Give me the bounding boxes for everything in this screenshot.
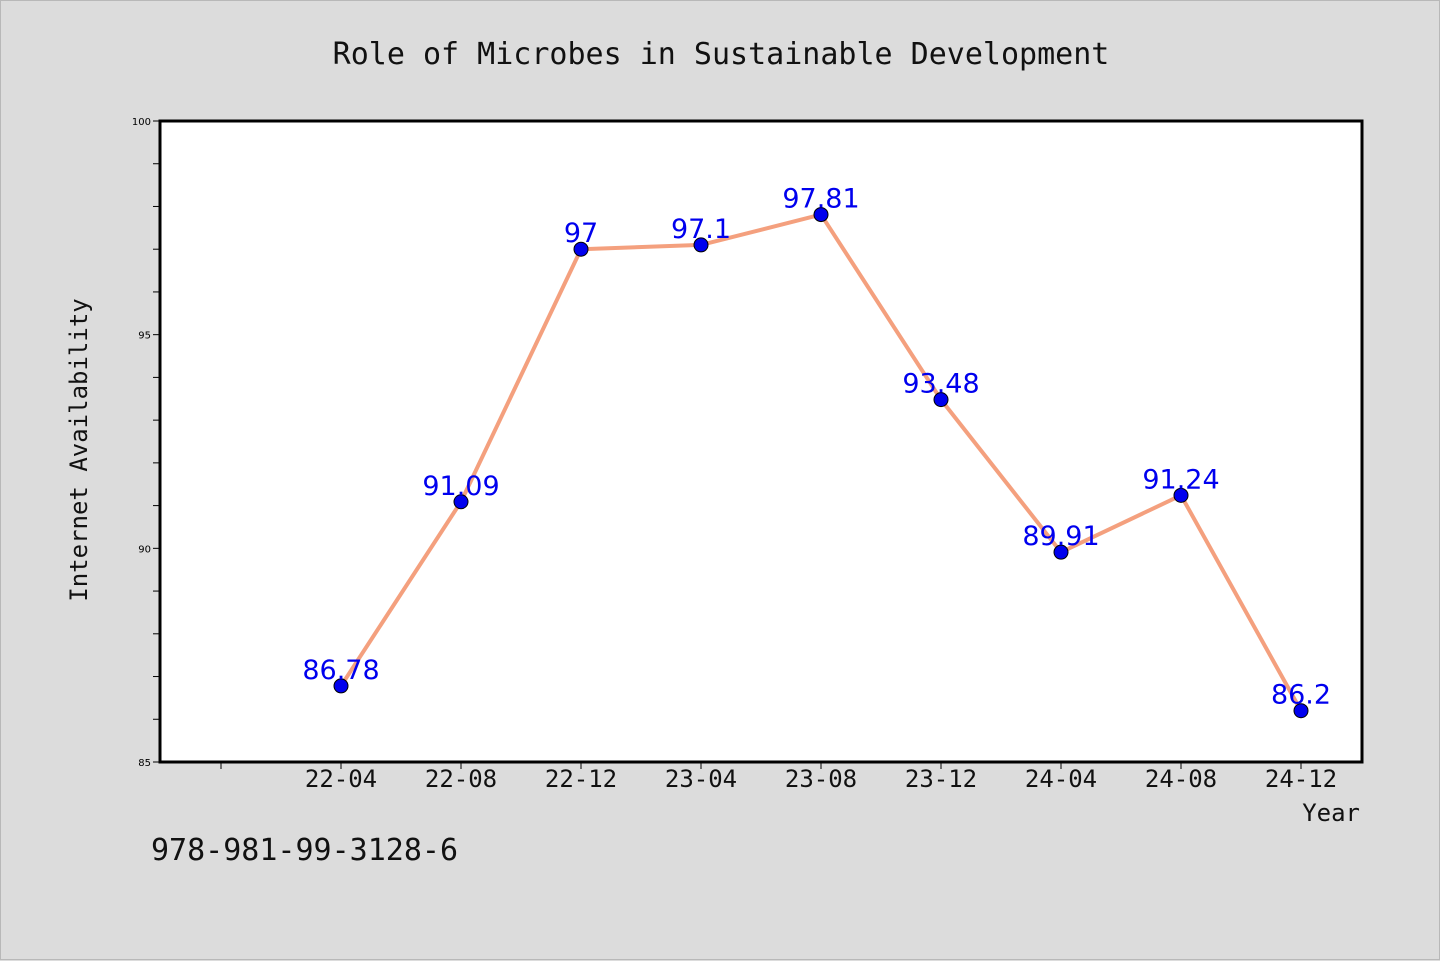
x-axis-label: Year	[1302, 799, 1360, 827]
data-point	[1053, 544, 1069, 560]
data-point	[813, 207, 829, 223]
x-tick-label: 23-08	[785, 765, 857, 793]
data-label: 91.24	[1142, 464, 1219, 495]
data-label: 89.91	[1022, 521, 1099, 552]
data-point	[1173, 487, 1189, 503]
x-tick-label: 23-04	[665, 765, 737, 793]
x-tick-label: 24-08	[1145, 765, 1217, 793]
y-axis-label: Internet Availability	[65, 298, 93, 601]
y-tick-label: 85	[138, 758, 151, 769]
x-tick-label: 22-12	[545, 765, 617, 793]
y-tick-label: 95	[138, 331, 151, 342]
data-label: 93.48	[902, 369, 979, 400]
x-tick-label: 24-12	[1265, 765, 1337, 793]
data-point	[933, 392, 949, 408]
data-point	[333, 678, 349, 694]
x-axis: 22-04 22-08 22-12 23-04 23-08 23-12 24-04 24-08…	[220, 762, 1337, 793]
x-tick-label: 24-04	[1025, 765, 1097, 793]
data-point	[1293, 703, 1309, 719]
y-tick-label: 90	[138, 544, 151, 555]
data-point	[573, 241, 589, 257]
y-tick-label: 100	[132, 117, 151, 128]
data-point	[693, 237, 709, 253]
data-label: 97.1	[671, 214, 731, 245]
x-tick-label: 23-12	[905, 765, 977, 793]
isbn-caption: 978-981-99-3128-6	[151, 833, 459, 868]
data-label: 97	[564, 218, 598, 249]
chart-title: Role of Microbes in Sustainable Developm…	[333, 37, 1110, 72]
data-label: 86.2	[1271, 680, 1331, 711]
data-label: 97.81	[782, 184, 859, 215]
x-tick-label: 22-08	[425, 765, 497, 793]
data-label: 91.09	[422, 471, 499, 502]
data-label: 86.78	[302, 655, 379, 686]
series-layer: 86.78 91.09 97 97.1 97.81 93.48 89.91 91.24 86.2	[302, 184, 1331, 719]
data-point	[453, 494, 469, 510]
x-tick-label: 22-04	[305, 765, 377, 793]
y-axis: 85 90 95 100	[132, 117, 160, 769]
